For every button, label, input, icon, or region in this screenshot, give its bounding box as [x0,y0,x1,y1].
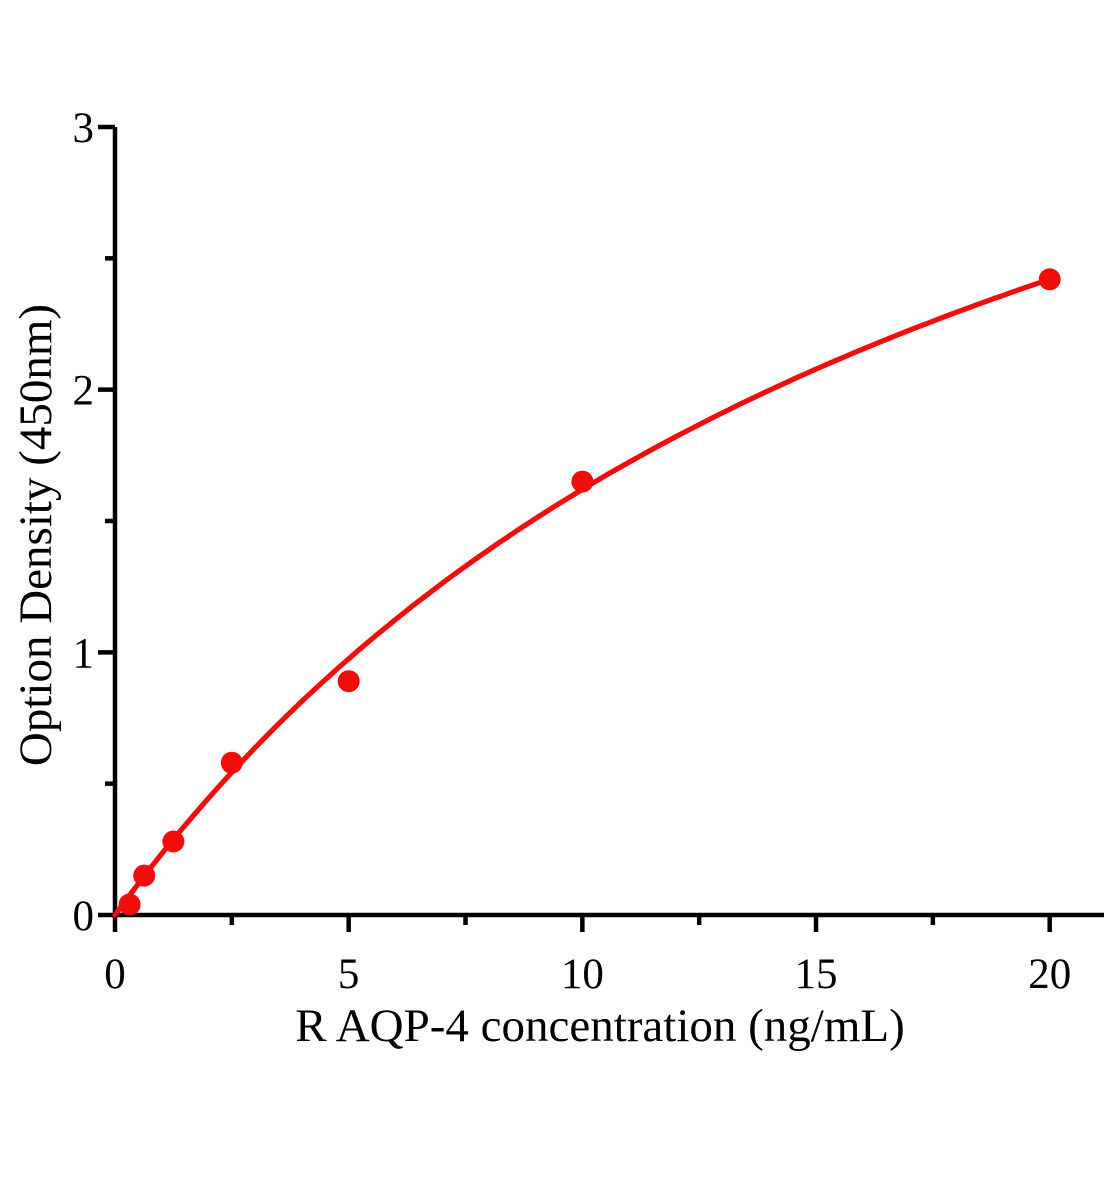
y-tick-label: 0 [73,893,95,940]
x-tick-label: 0 [104,951,126,998]
y-tick-label: 1 [73,630,95,677]
data-point [133,864,156,887]
x-tick-label: 10 [561,951,604,998]
data-point [337,670,360,693]
x-axis-title: R AQP-4 concentration (ng/mL) [295,1000,905,1052]
y-tick-label: 3 [73,105,95,152]
x-tick-label: 20 [1028,951,1071,998]
y-axis-title: Option Density (450nm) [9,303,62,767]
y-tick-label: 2 [73,368,95,415]
data-point [1038,268,1061,291]
data-point [220,751,243,774]
x-tick-label: 5 [338,951,360,998]
data-point [118,893,141,916]
data-point [162,830,185,853]
x-tick-label: 15 [795,951,838,998]
data-point [571,470,594,493]
fit-curve [112,276,1053,918]
axes-spines [112,127,1104,918]
